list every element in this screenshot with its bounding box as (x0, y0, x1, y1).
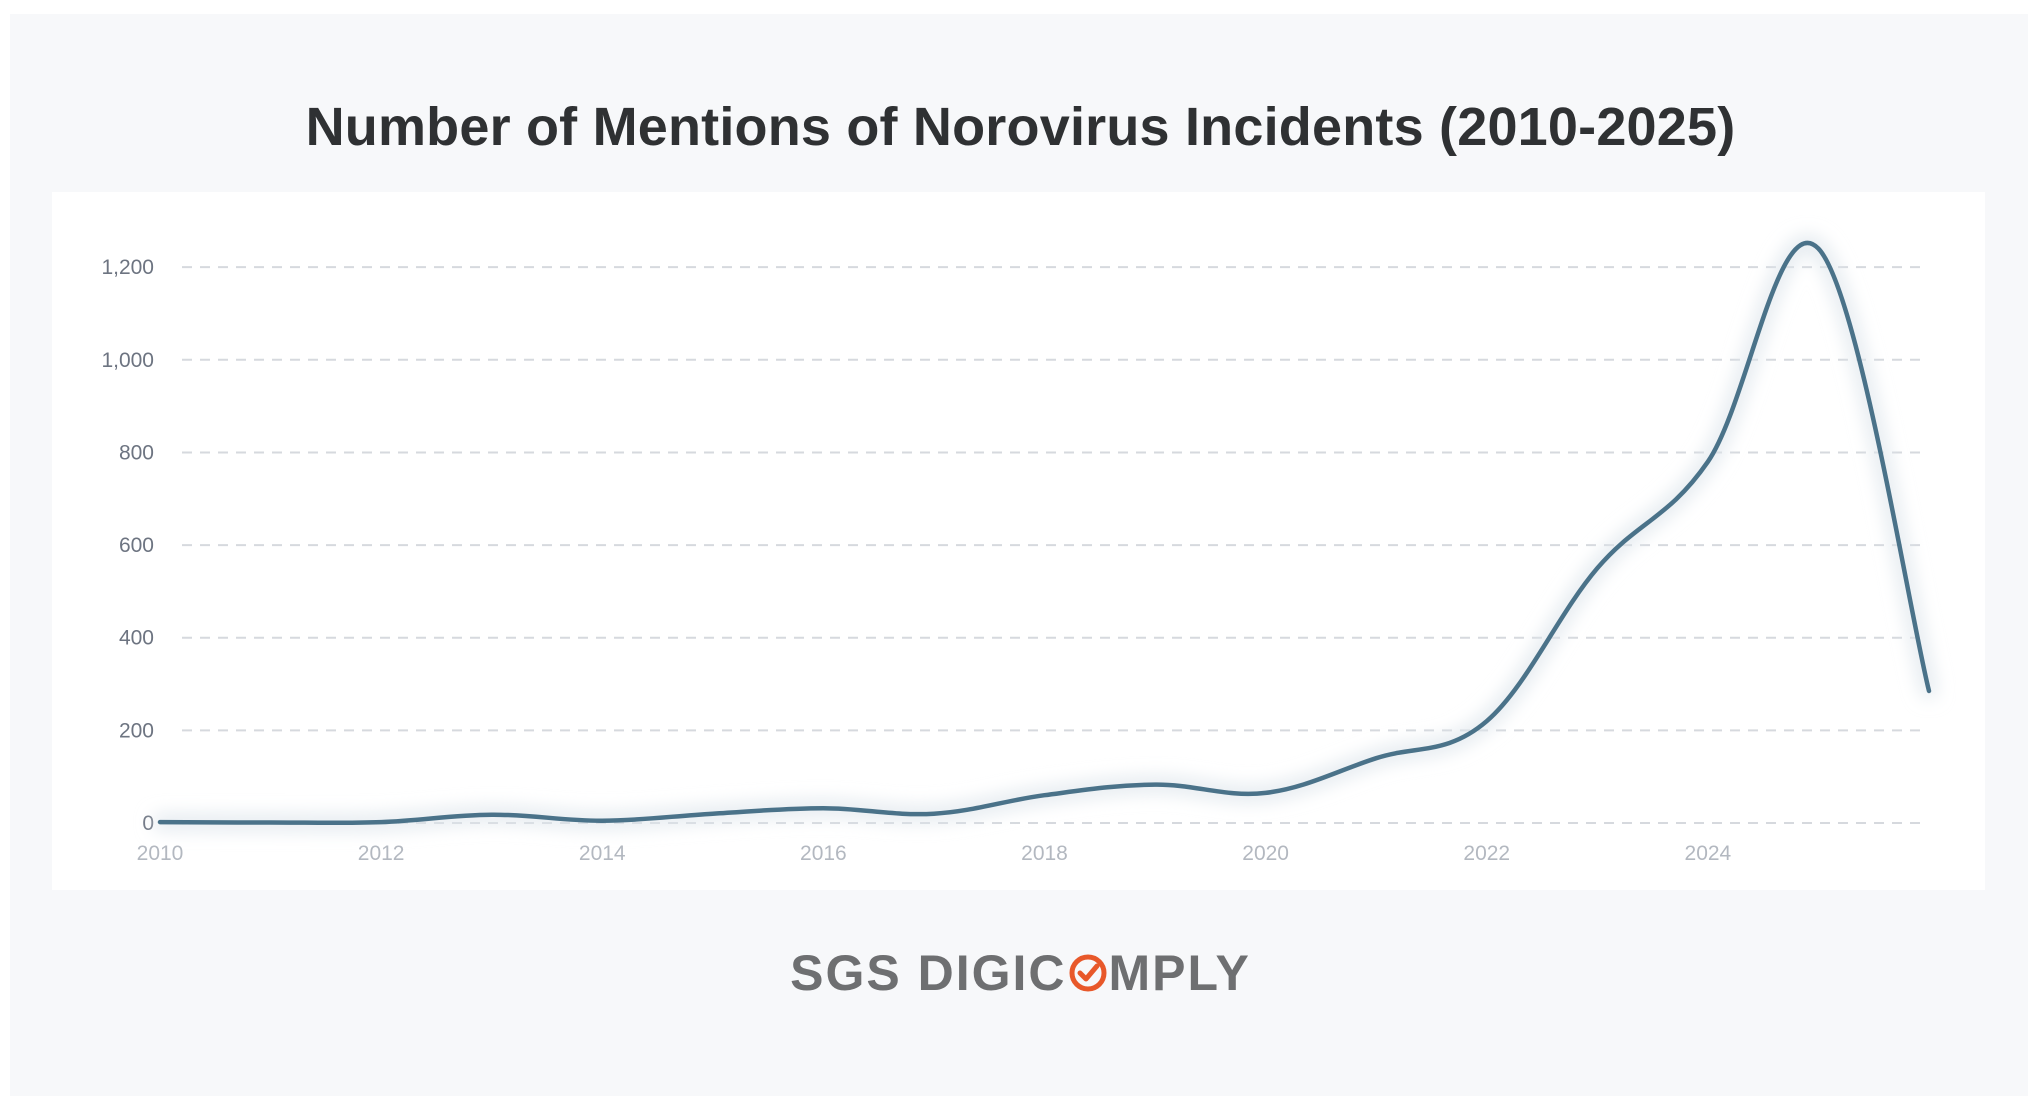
chart-card: 0 200 400 600 800 1,000 1,200 2010 2012 2014 2016… (52, 192, 1985, 890)
data-point (1705, 459, 1710, 464)
data-point (1374, 756, 1379, 761)
logo-text-start: SGS DIGIC (790, 945, 1067, 1001)
y-tick-label: 1,200 (101, 256, 154, 279)
data-point (1153, 782, 1158, 787)
y-tick-label: 800 (119, 441, 154, 464)
x-tick-label: 2012 (358, 842, 405, 865)
series-line (157, 240, 1932, 826)
data-point (268, 820, 273, 825)
x-tick-label: 2018 (1021, 842, 1068, 865)
x-tick-label: 2014 (579, 842, 626, 865)
check-circle-icon (1069, 954, 1107, 992)
data-point (931, 811, 936, 816)
x-tick-label: 2016 (800, 842, 847, 865)
logo-text-end: MPLY (1108, 945, 1251, 1001)
series-layer (153, 236, 1936, 830)
y-tick-label: 600 (119, 534, 154, 557)
x-tick-label: 2010 (137, 842, 184, 865)
data-point (489, 812, 494, 817)
line-chart: 0 200 400 600 800 1,000 1,200 2010 2012 2014 2016… (101, 236, 1936, 865)
data-point (600, 818, 605, 823)
x-tick-label: 2022 (1463, 842, 1510, 865)
chart-title: Number of Mentions of Norovirus Incident… (305, 97, 1736, 157)
data-point (1816, 246, 1821, 251)
x-tick-label: 2024 (1685, 842, 1732, 865)
y-axis-ticks: 0 200 400 600 800 1,000 1,200 (101, 256, 154, 835)
data-point (379, 820, 384, 825)
data-point (710, 811, 715, 816)
data-point (1263, 790, 1268, 795)
grid-lines (182, 266, 1922, 824)
series-line-glow (153, 236, 1936, 830)
data-point (1042, 793, 1047, 798)
y-tick-label: 1,000 (101, 349, 154, 372)
y-tick-label: 0 (142, 812, 154, 835)
x-tick-label: 2020 (1242, 842, 1289, 865)
data-point (821, 806, 826, 811)
data-point (1595, 566, 1600, 571)
x-axis-ticks: 2010 2012 2014 2016 2018 2020 2022 2024 (137, 842, 1732, 865)
y-tick-label: 400 (119, 627, 154, 650)
y-tick-label: 200 (119, 719, 154, 742)
data-point (1484, 719, 1489, 724)
data-point (1927, 688, 1932, 693)
data-point (158, 820, 163, 825)
sgs-digicomply-logo: SGS DIGIC MPLY (0, 944, 2041, 1002)
